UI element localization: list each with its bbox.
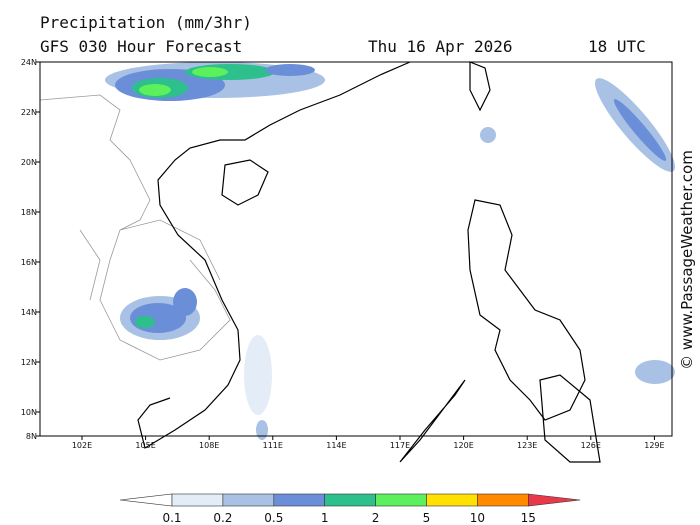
lat-label: 20N <box>21 158 37 167</box>
lat-label: 14N <box>21 308 37 317</box>
coastlines <box>137 61 601 463</box>
lat-label: 24N <box>21 58 37 67</box>
colorbar-label: 0.2 <box>213 511 232 525</box>
subtitle: GFS 030 Hour Forecast <box>40 37 242 56</box>
colorbar-high <box>528 493 581 507</box>
lon-label: 108E <box>199 441 219 450</box>
lat-label: 18N <box>21 208 37 217</box>
colorbar-box <box>477 493 529 507</box>
watermark: © www.PassageWeather.com <box>678 150 696 370</box>
lon-label: 105E <box>135 441 155 450</box>
lon-label: 123E <box>517 441 537 450</box>
lat-label: 22N <box>21 108 37 117</box>
lon-label: 120E <box>453 441 473 450</box>
borders <box>39 94 231 361</box>
colorbar-box <box>171 493 224 507</box>
colorbar-box <box>324 493 376 507</box>
lon-label: 102E <box>72 441 92 450</box>
colorbar-label: 15 <box>521 511 536 525</box>
time: 18 UTC <box>588 37 646 56</box>
colorbar-label: 1 <box>321 511 329 525</box>
colorbar-label: 10 <box>470 511 485 525</box>
lon-label: 129E <box>644 441 664 450</box>
colorbar-low <box>119 493 173 507</box>
lon-label: 114E <box>326 441 346 450</box>
lon-label: 117E <box>390 441 410 450</box>
lat-label: 8N <box>26 432 37 441</box>
precip <box>105 62 676 440</box>
lon-label: 111E <box>263 441 283 450</box>
lat-label: 12N <box>21 358 37 367</box>
colorbar-label: 0.1 <box>162 511 181 525</box>
map-frame <box>39 61 673 437</box>
colorbar-box <box>222 493 275 507</box>
lat-label: 16N <box>21 258 37 267</box>
title: Precipitation (mm/3hr) <box>40 13 252 32</box>
date: Thu 16 Apr 2026 <box>368 37 513 56</box>
colorbar-label: 2 <box>372 511 380 525</box>
colorbar-box <box>426 493 478 507</box>
lon-label: 126E <box>581 441 601 450</box>
colorbar-label: 5 <box>423 511 431 525</box>
colorbar-box <box>375 493 427 507</box>
colorbar-box <box>273 493 325 507</box>
lat-label: 10N <box>21 408 37 417</box>
colorbar-label: 0.5 <box>264 511 283 525</box>
